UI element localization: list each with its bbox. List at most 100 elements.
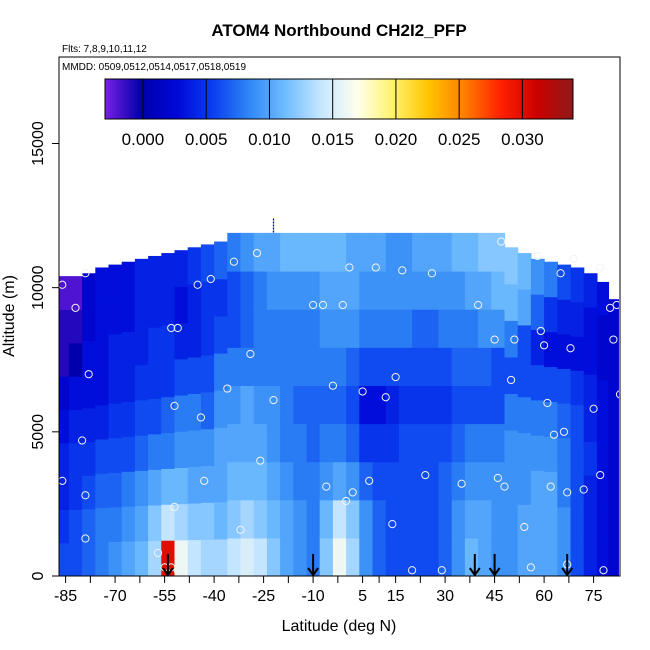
- heatmap-cell: [332, 461, 347, 501]
- sample-point: [427, 269, 436, 278]
- sample-point: [229, 257, 238, 266]
- heatmap-cell: [95, 336, 110, 371]
- sample-point: [84, 370, 93, 379]
- heatmap-cell: [517, 360, 532, 398]
- sample-point: [206, 274, 215, 284]
- heatmap-cell: [174, 286, 189, 324]
- heatmap-cell: [214, 353, 228, 391]
- colorbar-tick-label: 0.005: [185, 130, 228, 149]
- heatmap-cell: [530, 435, 545, 471]
- heatmap-cell: [240, 347, 255, 386]
- heatmap-cell: [412, 347, 426, 386]
- heatmap-cell: [517, 288, 532, 326]
- x-tick-label: 30: [436, 588, 454, 605]
- heatmap-cell: [346, 309, 360, 348]
- heatmap-cell: [596, 445, 610, 479]
- heatmap-cell: [438, 499, 453, 539]
- heatmap-cell: [425, 423, 440, 463]
- heatmap-cell: [570, 507, 585, 543]
- heatmap-cell: [504, 247, 519, 285]
- heatmap-cell: [214, 538, 228, 576]
- dates-subtitle: MMDD: 0509,0512,0514,0517,0518,0519: [62, 62, 246, 73]
- heatmap-cell: [385, 232, 400, 272]
- heatmap-cell: [174, 467, 189, 505]
- heatmap-cell: [385, 423, 400, 463]
- sample-point: [81, 491, 90, 500]
- heatmap-cell: [148, 291, 162, 328]
- heatmap-cell: [544, 296, 558, 333]
- heatmap-cell: [280, 309, 294, 348]
- sample-point: [342, 496, 351, 506]
- heatmap-cell: [451, 347, 466, 386]
- heatmap-cell: [161, 468, 176, 505]
- heatmap-cell: [59, 342, 70, 377]
- sample-point: [546, 482, 555, 491]
- heatmap-cell: [293, 347, 308, 386]
- heatmap-cell: [583, 306, 598, 342]
- x-axis-label: Latitude (deg N): [282, 618, 397, 635]
- heatmap-cell: [438, 461, 453, 501]
- heatmap-cell: [108, 368, 123, 404]
- heatmap-cell: [464, 499, 479, 539]
- heatmap-cell: [59, 409, 70, 444]
- heatmap-cell: [82, 475, 96, 510]
- sample-point: [318, 300, 328, 310]
- heatmap-cell: [412, 499, 426, 539]
- heatmap-cell: [544, 366, 558, 402]
- heatmap-cell: [121, 471, 136, 507]
- x-tick-label: 75: [585, 588, 603, 605]
- heatmap-cell: [570, 301, 585, 337]
- heatmap-cell: [412, 271, 426, 310]
- sample-point: [569, 254, 578, 263]
- heatmap-cell: [253, 385, 268, 425]
- heatmap-cell: [372, 499, 387, 539]
- sample-point: [173, 323, 182, 333]
- heatmap-cell: [266, 461, 281, 501]
- heatmap-cell: [253, 347, 268, 386]
- heatmap-cell: [530, 505, 545, 542]
- heatmap-cell: [385, 309, 400, 348]
- heatmap-cell: [332, 423, 347, 463]
- heatmap-cell: [293, 461, 308, 501]
- sample-point: [71, 303, 80, 312]
- heatmap-cell: [464, 423, 479, 463]
- sample-point: [437, 566, 446, 575]
- heatmap-cell: [385, 271, 400, 310]
- heatmap-cell: [504, 320, 519, 358]
- sample-point: [81, 269, 90, 278]
- heatmap-cell: [280, 271, 294, 310]
- heatmap-cell: [319, 309, 334, 348]
- heatmap-cell: [108, 403, 123, 439]
- heatmap-cell: [280, 232, 294, 272]
- heatmap-cell: [412, 461, 426, 501]
- heatmap-cell: [121, 261, 136, 298]
- heatmap-cell: [148, 327, 162, 364]
- sample-markers: [59, 237, 620, 575]
- heatmap-cell: [161, 396, 176, 434]
- heatmap-cell: [306, 309, 321, 348]
- heatmap-cell: [557, 506, 572, 542]
- heatmap-cell: [372, 232, 387, 272]
- heatmap-cell: [346, 499, 360, 539]
- sample-point: [223, 384, 232, 393]
- heatmap-cell: [596, 510, 610, 544]
- heatmap-cell: [227, 271, 242, 310]
- heatmap-cell: [306, 499, 321, 539]
- heatmap-cell: [187, 320, 202, 358]
- heatmap-cell: [425, 347, 440, 386]
- sample-point: [520, 522, 529, 532]
- heatmap-cell: [82, 374, 96, 409]
- heatmap-cell: [504, 393, 519, 431]
- sample-point: [365, 476, 374, 485]
- x-tick-label: 45: [486, 588, 504, 605]
- heatmap-cell: [372, 537, 387, 576]
- heatmap-cell: [240, 461, 255, 501]
- heatmap-cell: [359, 461, 374, 501]
- heatmap-cell: [95, 438, 110, 474]
- heatmap-cell: [557, 299, 572, 335]
- flight-arrow-head: [162, 567, 174, 577]
- heatmap-cell: [544, 506, 558, 542]
- heatmap-cell: [517, 468, 532, 505]
- heatmap-cell: [227, 537, 242, 576]
- heatmap-cell: [306, 271, 321, 310]
